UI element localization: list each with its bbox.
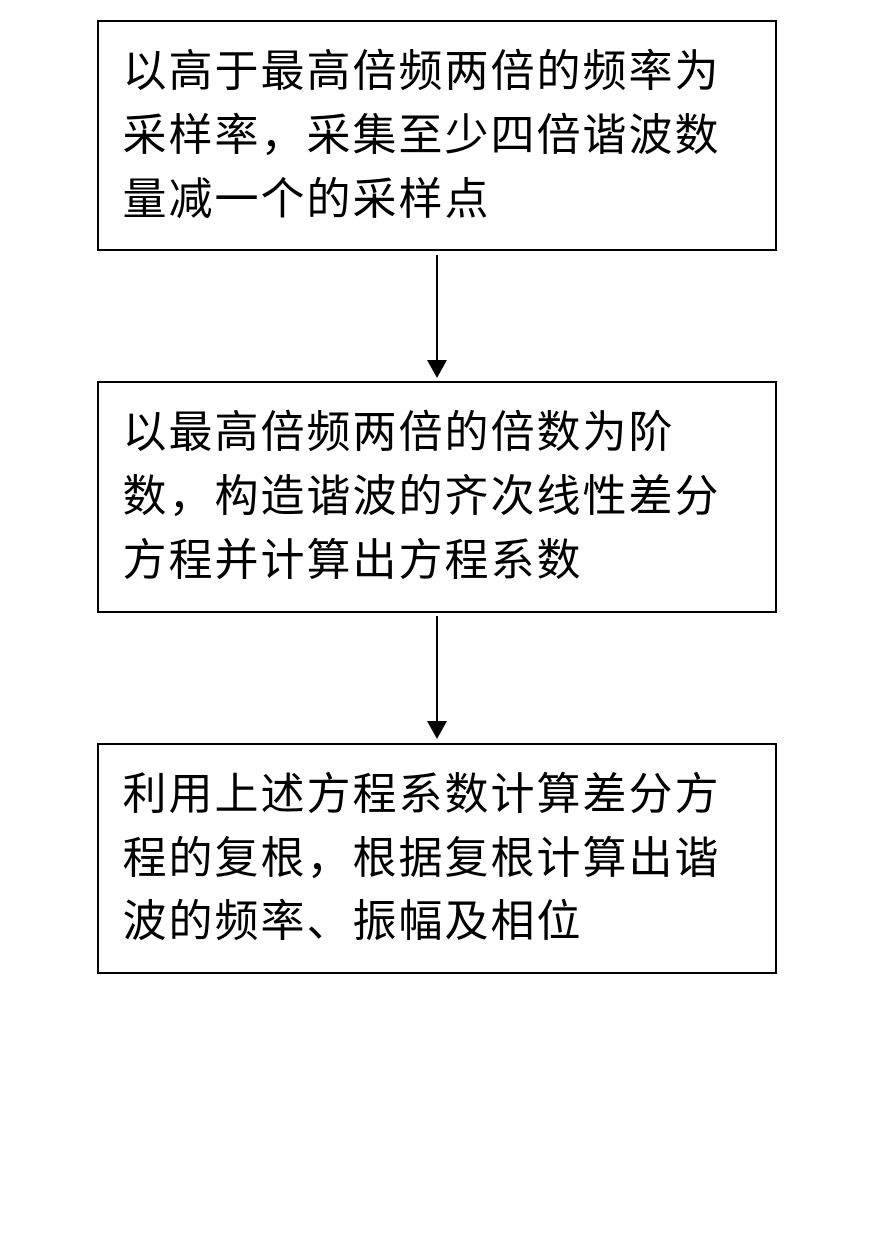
flowchart-container: 以高于最高倍频两倍的频率为采样率，采集至少四倍谐波数量减一个的采样点 以最高倍频… [97, 20, 777, 974]
arrow-1 [427, 251, 447, 381]
arrow-1-head [427, 360, 447, 378]
step-1-box: 以高于最高倍频两倍的频率为采样率，采集至少四倍谐波数量减一个的采样点 [97, 20, 777, 251]
arrow-2-line [436, 616, 438, 721]
step-2-text: 以最高倍频两倍的倍数为阶数，构造谐波的齐次线性差分方程并计算出方程系数 [123, 408, 721, 585]
step-3-box: 利用上述方程系数计算差分方程的复根，根据复根计算出谐波的频率、振幅及相位 [97, 743, 777, 974]
arrow-1-line [436, 255, 438, 360]
arrow-2-head [427, 721, 447, 739]
step-2-box: 以最高倍频两倍的倍数为阶数，构造谐波的齐次线性差分方程并计算出方程系数 [97, 381, 777, 612]
step-3-text: 利用上述方程系数计算差分方程的复根，根据复根计算出谐波的频率、振幅及相位 [123, 770, 721, 947]
arrow-2 [427, 613, 447, 743]
step-1-text: 以高于最高倍频两倍的频率为采样率，采集至少四倍谐波数量减一个的采样点 [123, 47, 721, 224]
